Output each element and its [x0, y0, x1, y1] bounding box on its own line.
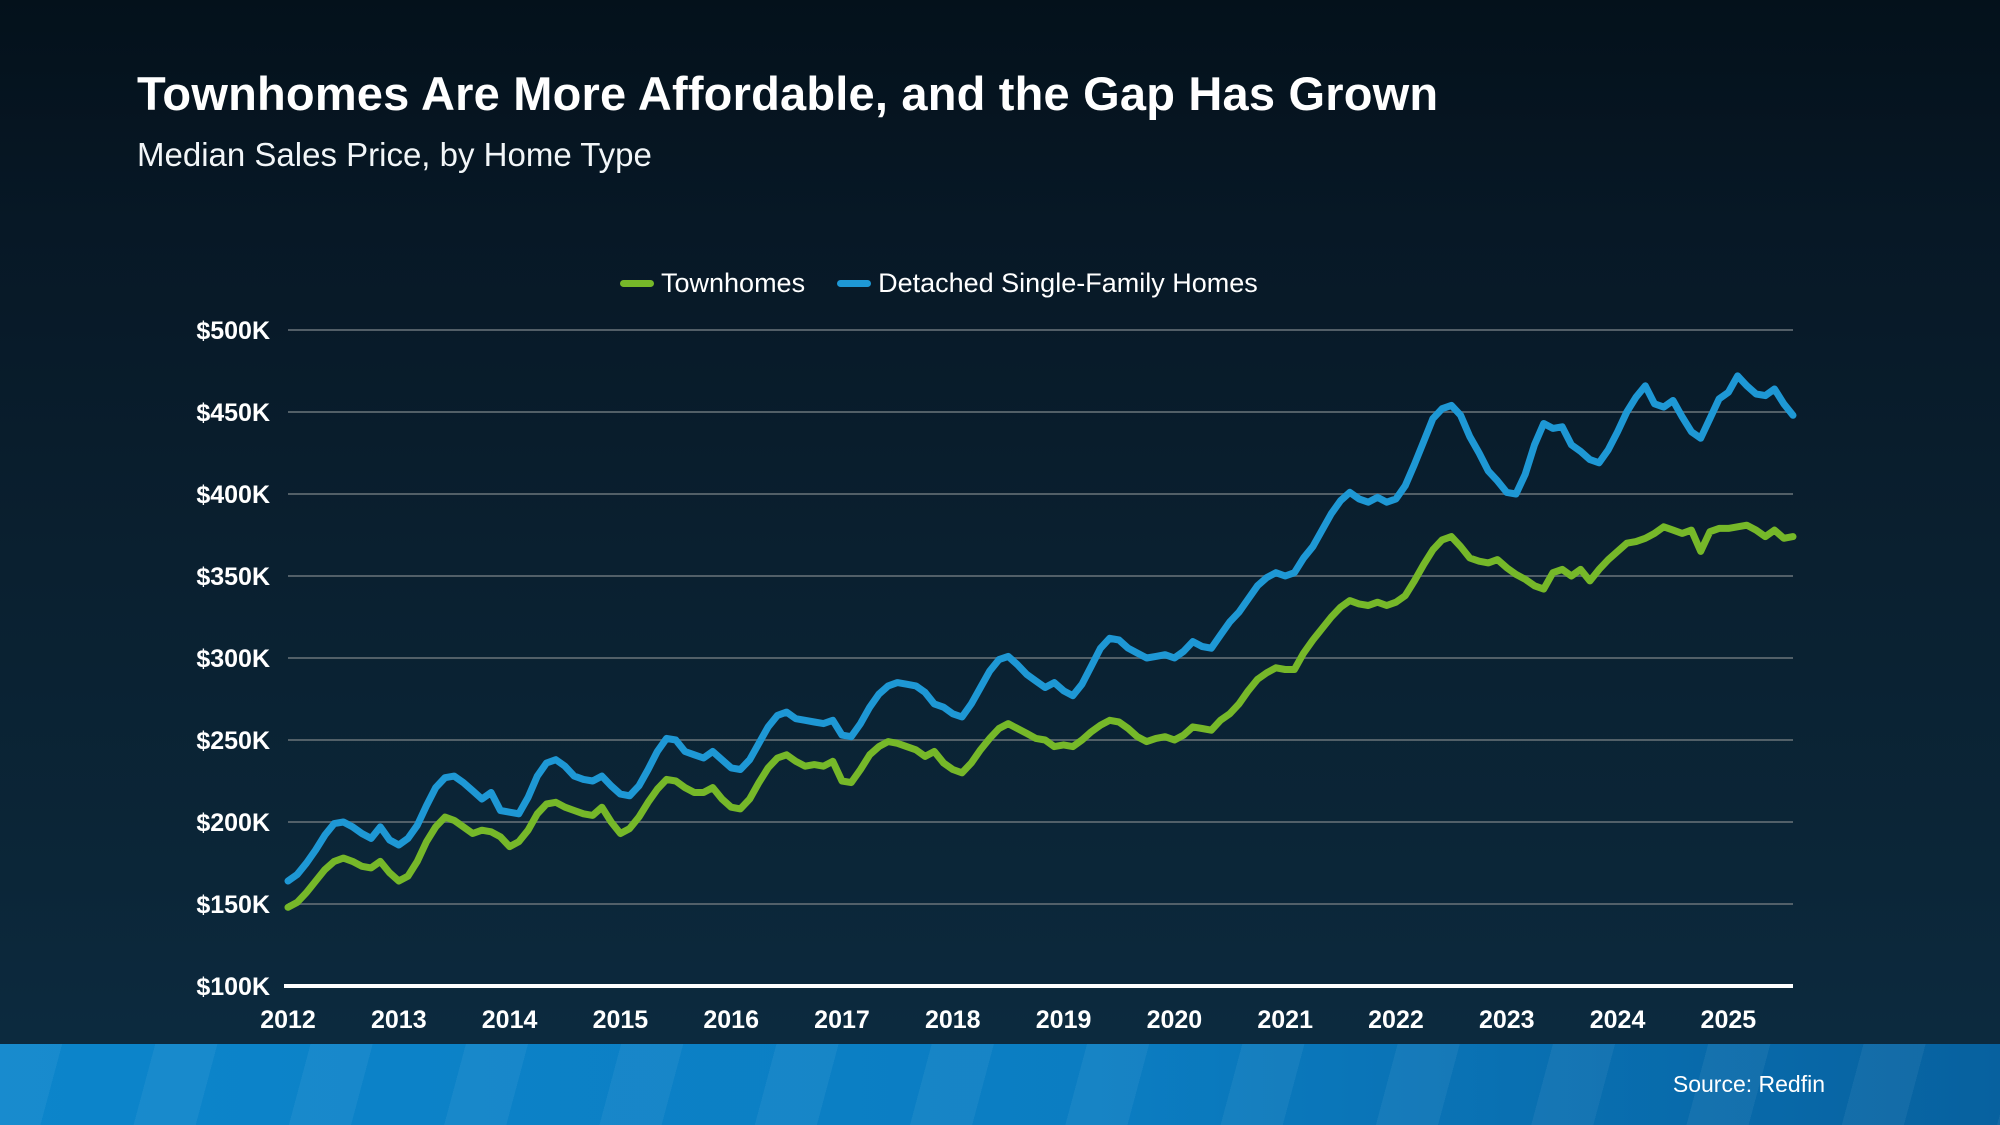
- y-axis-label: $500K: [196, 317, 270, 345]
- x-axis-label: 2023: [1479, 1006, 1535, 1034]
- y-axis-label: $250K: [196, 727, 270, 755]
- x-axis-label: 2015: [593, 1006, 649, 1034]
- legend-label-detached: Detached Single-Family Homes: [878, 267, 1258, 298]
- y-axis-label: $350K: [196, 563, 270, 591]
- bottom-accent-bar: Source: Redfin: [0, 1044, 2000, 1125]
- x-axis-label: 2021: [1257, 1006, 1313, 1034]
- y-axis-label: $150K: [196, 891, 270, 919]
- x-axis-label: 2025: [1701, 1006, 1757, 1034]
- series-line-townhomes: [284, 521, 1797, 911]
- source-attribution: Source: Redfin: [1672, 1071, 1825, 1097]
- legend-label-townhomes: Townhomes: [661, 267, 806, 298]
- x-axis-label: 2013: [371, 1006, 427, 1034]
- x-axis-label: 2012: [260, 1006, 316, 1034]
- chart-legend: Townhomes Detached Single-Family Homes: [620, 263, 1258, 303]
- y-axis-label: $100K: [196, 973, 270, 1001]
- legend-item-detached: Detached Single-Family Homes: [837, 268, 1258, 299]
- x-axis-label: 2017: [814, 1006, 870, 1034]
- y-axis-label: $400K: [196, 481, 270, 509]
- x-axis-label: 2022: [1368, 1006, 1424, 1034]
- y-axis-label: $450K: [196, 399, 270, 427]
- x-axis-label: 2016: [703, 1006, 759, 1034]
- x-axis-label: 2024: [1590, 1006, 1646, 1034]
- x-axis-label: 2018: [925, 1006, 981, 1034]
- y-axis-label: $200K: [196, 809, 270, 837]
- page-subtitle: Median Sales Price, by Home Type: [137, 136, 652, 173]
- x-axis-label: 2020: [1147, 1006, 1203, 1034]
- detached-line-swatch: [837, 279, 872, 287]
- x-axis-label: 2014: [482, 1006, 538, 1034]
- legend-item-townhomes: Townhomes: [620, 268, 805, 299]
- x-axis-label: 2019: [1036, 1006, 1092, 1034]
- townhomes-line-swatch: [620, 279, 654, 287]
- page-title: Townhomes Are More Affordable, and the G…: [137, 67, 1439, 120]
- series-line-detached-single-family-homes: [284, 372, 1797, 885]
- y-axis-label: $300K: [196, 645, 270, 673]
